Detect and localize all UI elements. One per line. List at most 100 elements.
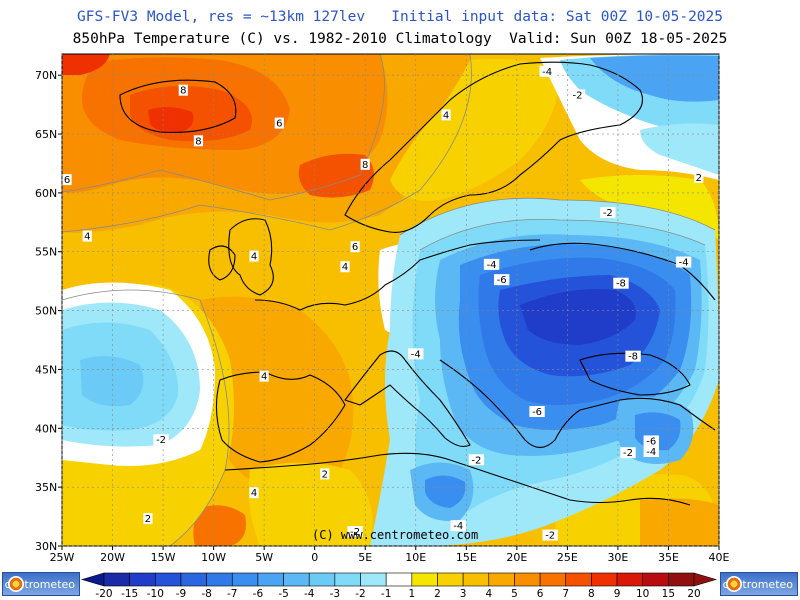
- iceland-coast: [119, 79, 237, 133]
- contour-label: -4: [542, 67, 552, 78]
- lon-label: 0: [311, 551, 318, 564]
- contour-label-bg: [569, 89, 586, 101]
- warm-core-norway: [298, 153, 374, 198]
- colorbar-cell: [437, 572, 464, 587]
- contour-label-bg: [259, 370, 269, 382]
- contour-line: [419, 219, 706, 251]
- colorbar-tick-label: 7: [562, 588, 569, 600]
- contour-label: 6: [352, 242, 358, 253]
- cold-north-3: [640, 123, 719, 175]
- colorbar-tick-label: -5: [278, 588, 288, 600]
- contour-label: 8: [180, 86, 186, 97]
- longitude-labels: 25W 20W 15W 10W 5W 0 5E 10E 15E 20E 25E 30E 35E 40E: [50, 551, 730, 564]
- contour-label-bg: [539, 65, 555, 77]
- contour-label: -4: [679, 258, 689, 269]
- italy-coast: [344, 350, 471, 447]
- colorbar-tick-label: -6: [253, 588, 264, 600]
- map-subtitle: 850hPa Temperature (C) vs. 1982-2010 Cli…: [72, 31, 728, 47]
- colorbar-tick-label: 9: [614, 588, 621, 600]
- contour-line: [399, 197, 716, 236]
- warm-band-iberia: [200, 296, 354, 488]
- contour-label: -6: [532, 407, 542, 418]
- colorbar-cell: [180, 572, 207, 587]
- contour-label: -4: [453, 521, 463, 532]
- contour-label: -2: [603, 208, 613, 219]
- contour-label-bg: [625, 350, 641, 362]
- scandinavia-coast: [344, 61, 644, 233]
- lon-label: 5E: [358, 551, 372, 564]
- warm-peak-iceland: [148, 106, 194, 134]
- colorbar-cell: [642, 572, 669, 587]
- contour-line: [62, 54, 472, 233]
- lon-label: 5W: [255, 551, 273, 564]
- contour-label-bg: [620, 447, 636, 459]
- lat-label: 40N: [35, 422, 57, 435]
- contour-label-bg: [600, 207, 616, 219]
- map-title: GFS-FV3 Model, res = ~13km 127lev Initia…: [76, 9, 723, 25]
- north-european-coast: [254, 239, 541, 311]
- colorbar-tick-label: 3: [460, 588, 467, 600]
- colorbar-tick-label: 10: [636, 588, 649, 600]
- colorbar-tick-label: -8: [201, 588, 211, 600]
- lon-label: 15W: [151, 551, 176, 564]
- contour-line: [62, 289, 230, 546]
- lat-label: 35N: [35, 481, 57, 494]
- contour-label: -2: [471, 455, 481, 466]
- colorbar-cell: [155, 572, 182, 587]
- colorbar-tick-label: -15: [121, 588, 138, 600]
- contour-label-bg: [694, 171, 704, 183]
- lon-label: 20W: [100, 551, 125, 564]
- contour-label-bg: [643, 435, 659, 447]
- contour-label: 2: [322, 469, 328, 480]
- contour-label: 4: [261, 372, 267, 383]
- colorbar-tick-label: 4: [485, 588, 492, 600]
- lon-label: 10W: [201, 551, 226, 564]
- colorbar-cell: [616, 572, 643, 587]
- colorbar-tick-label: 6: [537, 588, 544, 600]
- colorbar-tick-label: 8: [588, 588, 595, 600]
- logo-icon: [8, 576, 24, 592]
- colorbar-cell: [334, 572, 361, 587]
- contour-label: -2: [573, 90, 583, 101]
- contour-label: 2: [696, 173, 702, 184]
- contour-label: -4: [487, 260, 497, 271]
- contour-label-bg: [193, 135, 204, 147]
- contour-label-bg: [153, 434, 169, 446]
- colorbar-tick-label: -4: [304, 588, 315, 600]
- colorbar-cell: [591, 572, 618, 587]
- contour-label: 6: [276, 119, 282, 130]
- contour-label-bg: [441, 109, 451, 121]
- contour-label: 4: [251, 252, 257, 263]
- lon-label: 20E: [506, 551, 527, 564]
- colorbar-cell: [283, 572, 310, 587]
- contour-label: -4: [411, 349, 421, 360]
- warm-corner: [62, 54, 110, 75]
- colorbar-cell: [539, 572, 567, 587]
- colorbar-tick-label: 15: [662, 588, 675, 600]
- lat-label: 50N: [35, 305, 57, 318]
- centrometeo-logo-right: centrometeo: [720, 572, 798, 596]
- contour-label: -2: [545, 531, 555, 542]
- ireland-coast: [208, 245, 236, 281]
- colorbar-cell: [129, 572, 156, 587]
- lat-label: 30N: [35, 540, 57, 553]
- colorbar-tick-label: 2: [434, 588, 441, 600]
- north-africa-coast: [224, 452, 691, 506]
- contour-label: -6: [497, 275, 507, 286]
- contour-label-bg: [613, 277, 629, 289]
- warm-patch-levant: [640, 498, 719, 546]
- lon-label: 40E: [709, 551, 730, 564]
- lat-label: 45N: [35, 363, 57, 376]
- centrometeo-logo-left: centrometeo: [2, 572, 80, 596]
- colorbar-cell: [308, 572, 336, 587]
- contour-label: 6: [64, 175, 70, 186]
- colorbar-ticks: -20 -15 -10 -9 -8 -7 -6 -5 -4 -3 -2 -1 1 2 3 4 5 6 7 8 9 10 15…: [95, 588, 700, 600]
- colorbar-arrow-right: [693, 572, 718, 587]
- colorbar-cell: [103, 572, 130, 587]
- contour-label-bg: [360, 158, 370, 170]
- contour-label: 8: [195, 136, 201, 147]
- contour-label: -2: [156, 435, 166, 446]
- contour-label-bg: [249, 487, 259, 499]
- contour-label: 2: [145, 514, 151, 525]
